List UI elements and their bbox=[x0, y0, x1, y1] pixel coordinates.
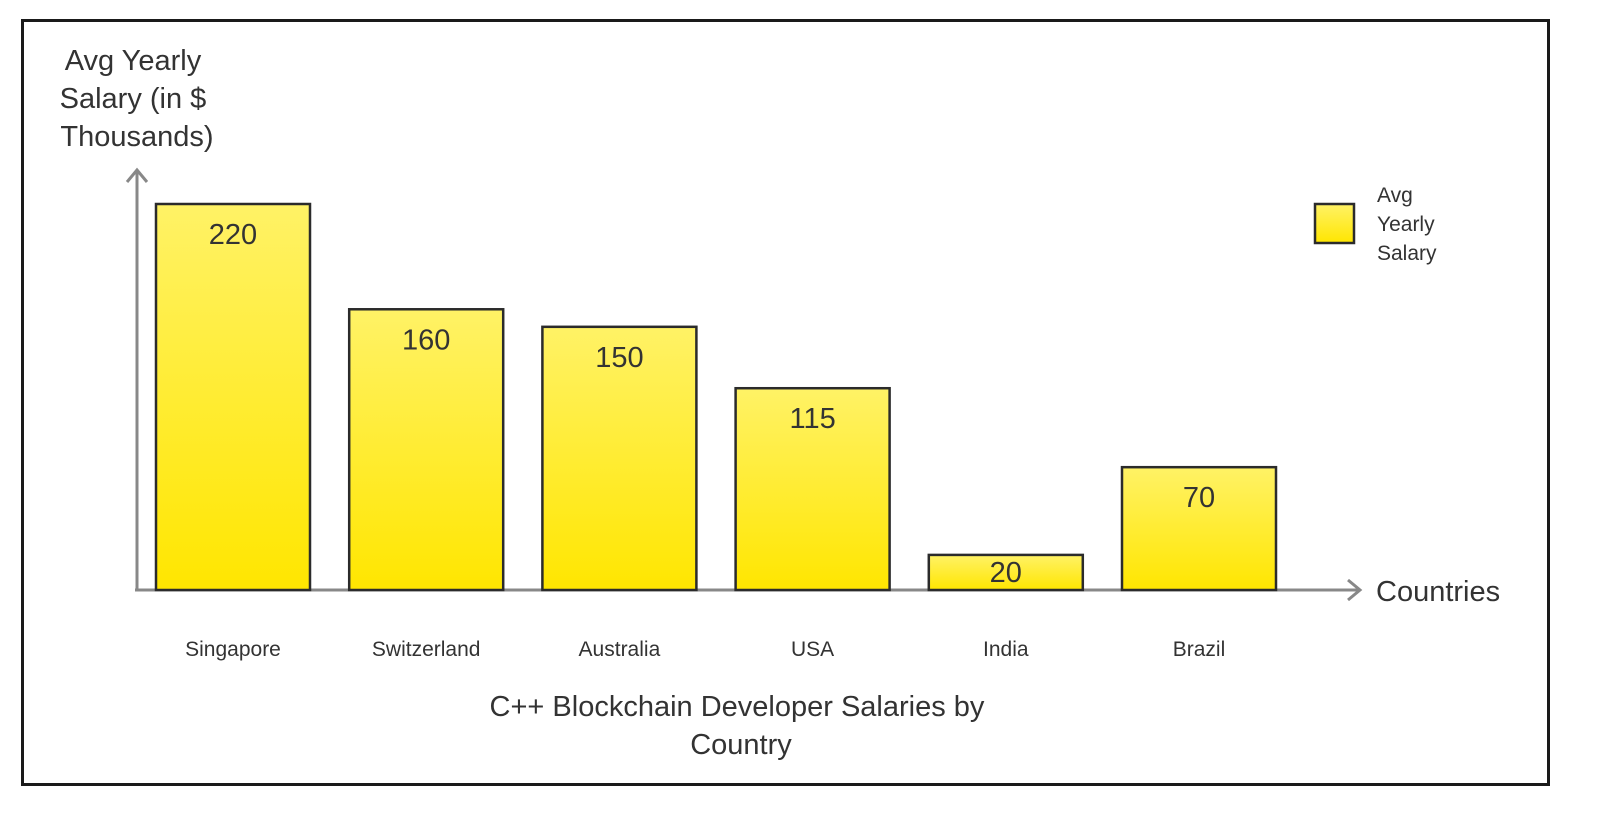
bar-value-label: 70 bbox=[1183, 482, 1215, 514]
x-tick-label: USA bbox=[791, 638, 834, 661]
bar bbox=[154, 202, 312, 592]
bar-value-label: 220 bbox=[209, 219, 257, 251]
x-axis-title: Countries bbox=[1376, 576, 1500, 608]
y-axis-title-line: Salary (in $ bbox=[60, 83, 207, 115]
bar bbox=[347, 308, 505, 592]
chart-title-line: Country bbox=[690, 729, 792, 761]
legend-label-line: Salary bbox=[1377, 242, 1437, 265]
bar bbox=[734, 386, 891, 592]
x-tick-label: Switzerland bbox=[372, 638, 481, 661]
bar bbox=[927, 553, 1085, 592]
bar-value-label: 150 bbox=[595, 342, 643, 374]
chart-title-line: C++ Blockchain Developer Salaries by bbox=[490, 691, 985, 723]
legend-label: Avg Yearly Salary bbox=[1377, 184, 1440, 265]
legend-label-line: Yearly bbox=[1377, 213, 1435, 236]
chart-title: C++ Blockchain Developer Salaries by Cou… bbox=[490, 691, 993, 761]
y-axis-title: Avg Yearly Salary (in $ Thousands) bbox=[60, 45, 215, 153]
y-axis-title-line: Avg Yearly bbox=[65, 45, 202, 77]
bar-value-label: 160 bbox=[402, 324, 450, 356]
bar-value-label: 20 bbox=[990, 557, 1022, 589]
bar bbox=[541, 325, 698, 592]
x-tick-label: Australia bbox=[579, 638, 661, 661]
x-tick-label: Singapore bbox=[185, 638, 281, 661]
legend-label-line: Avg bbox=[1377, 184, 1413, 207]
chart-frame bbox=[21, 19, 1550, 786]
y-axis-arrowhead bbox=[125, 167, 149, 183]
bars-group: 220 Singapore 160 Switzerland 150 Australia 11… bbox=[154, 202, 1278, 661]
y-axis-title-line: Thousands) bbox=[60, 121, 213, 153]
legend-swatch bbox=[1313, 202, 1356, 245]
bar-value-label: 115 bbox=[789, 403, 835, 435]
x-tick-label: India bbox=[983, 638, 1029, 661]
x-tick-label: Brazil bbox=[1173, 638, 1226, 661]
bar bbox=[1120, 465, 1278, 592]
x-axis-arrowhead bbox=[1347, 578, 1363, 602]
legend: Avg Yearly Salary bbox=[1313, 184, 1440, 265]
